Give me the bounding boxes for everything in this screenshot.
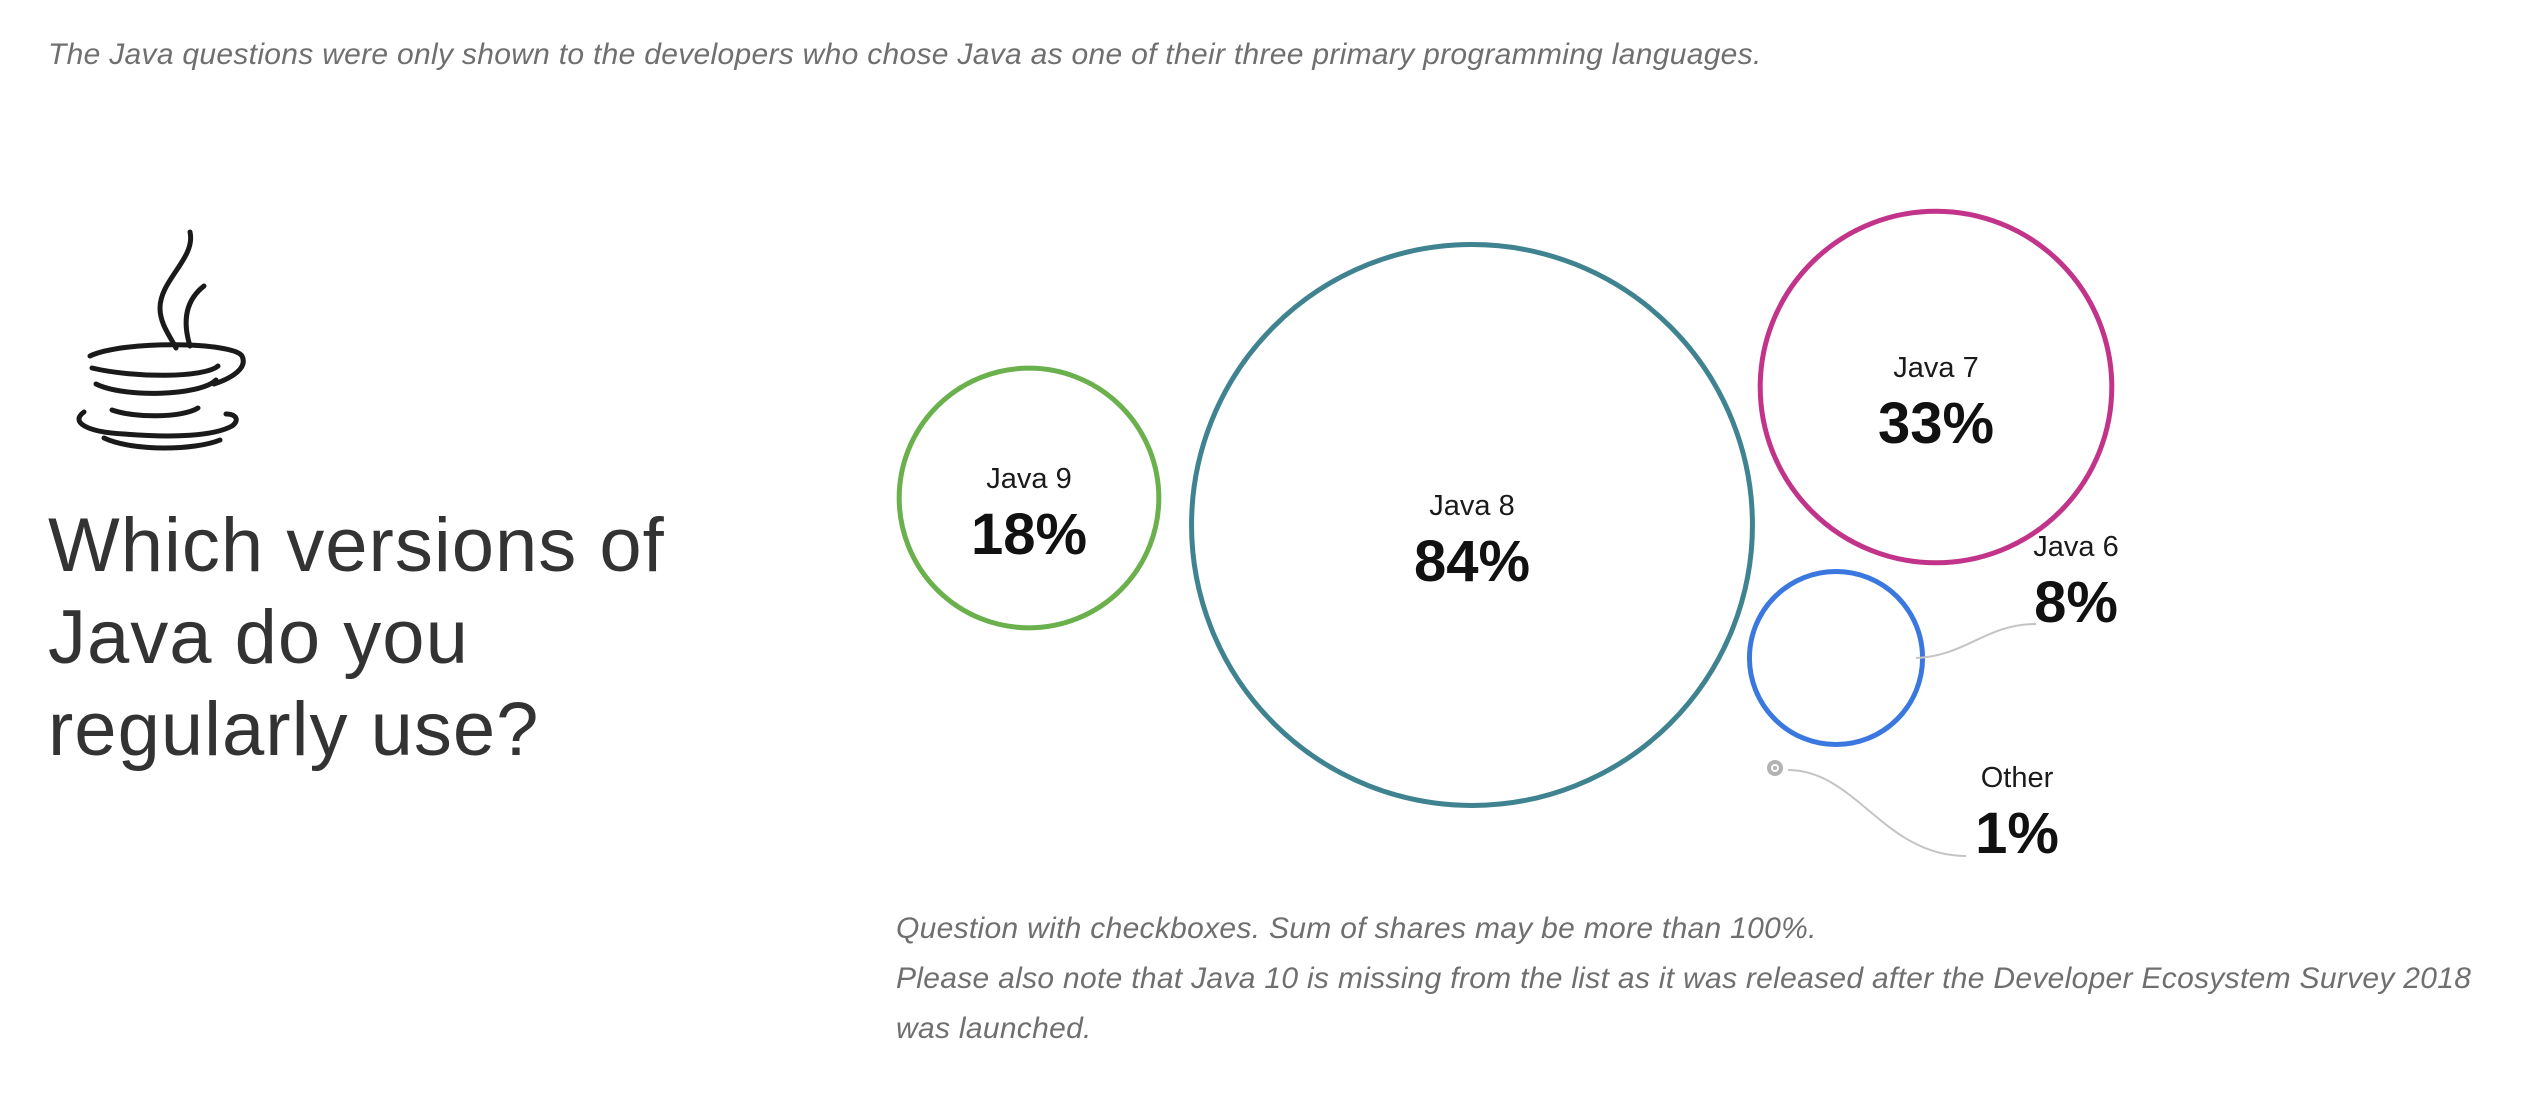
bubble-java-8 xyxy=(1189,242,1755,808)
label-java-9: Java 9 xyxy=(986,463,1071,495)
label-java-8: Java 8 xyxy=(1429,490,1514,522)
label-java-6: Java 6 xyxy=(2033,531,2118,563)
java-coffee-cup-icon xyxy=(76,229,246,451)
bubble-java-6 xyxy=(1746,568,1926,748)
value-java-8: 84% xyxy=(1414,529,1530,594)
connectors-group xyxy=(1787,623,2037,857)
labels-group: Java 9 18% Java 8 84% Java 7 33% Java 6 8% Other… xyxy=(971,352,2119,866)
value-java-7: 33% xyxy=(1878,391,1994,456)
question-title: Which versions of Java do you regularly … xyxy=(48,500,788,776)
bubble-other xyxy=(1767,760,1783,776)
label-other: Other xyxy=(1981,762,2054,794)
value-java-9: 18% xyxy=(971,502,1087,567)
footnotes: Question with checkboxes. Sum of shares … xyxy=(896,904,2516,1054)
connector-other xyxy=(1787,769,1967,857)
bubble-java-7 xyxy=(1757,208,2115,566)
connector-java-6 xyxy=(1915,623,2037,659)
value-other: 1% xyxy=(1975,801,2059,866)
value-java-6: 8% xyxy=(2034,570,2118,635)
question-title-line: Java do you xyxy=(48,595,469,680)
question-title-line: regularly use? xyxy=(48,687,540,772)
question-title-line: Which versions of xyxy=(48,503,665,588)
footnote-java10: Please also note that Java 10 is missing… xyxy=(896,962,2472,1045)
label-java-7: Java 7 xyxy=(1893,352,1978,384)
intro-note: The Java questions were only shown to th… xyxy=(48,38,1762,71)
bubble-java-9 xyxy=(896,365,1162,631)
footnote-checkboxes: Question with checkboxes. Sum of shares … xyxy=(896,912,1817,945)
bubble-other-center xyxy=(1773,766,1777,770)
